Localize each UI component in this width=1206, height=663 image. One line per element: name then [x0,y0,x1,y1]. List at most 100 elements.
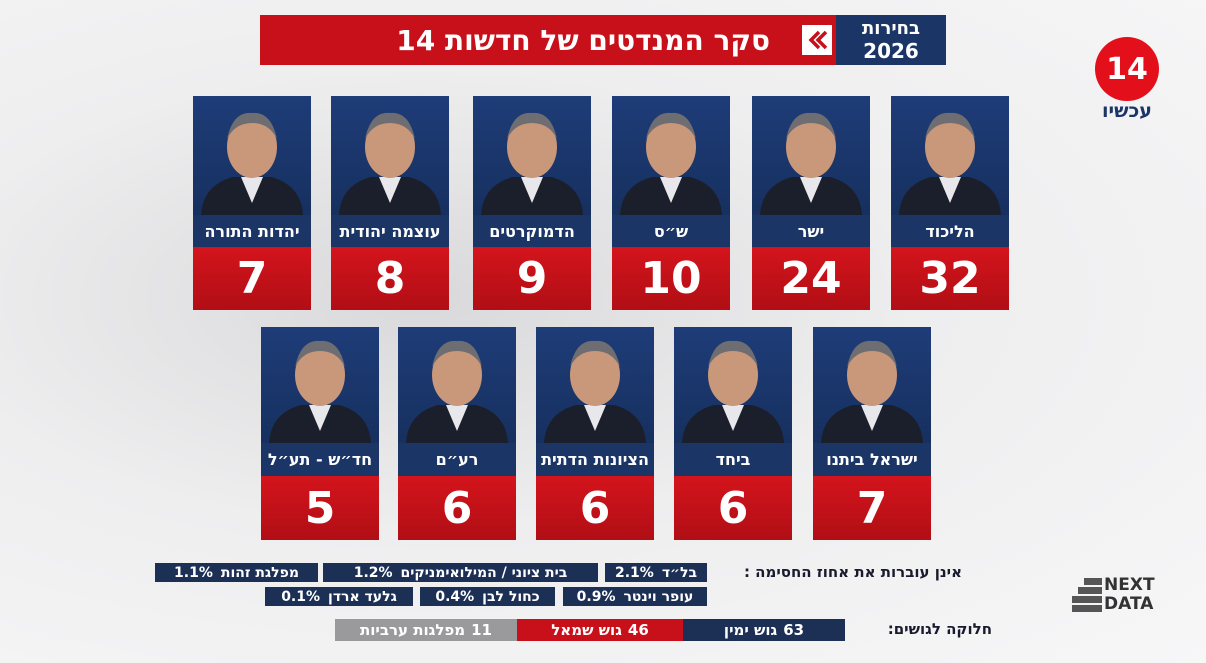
portrait-head [847,344,897,406]
title-arrows [800,15,834,65]
tag-year: 2026 [863,39,919,63]
portrait-head [570,344,620,406]
portrait-hair [432,340,482,367]
party-photo [674,327,792,443]
portrait-collar [379,177,401,203]
party-name: עוצמה יהודית [331,215,449,247]
brand-line: NEXT [1104,575,1155,595]
party-seats: 32 [891,247,1009,310]
portrait [821,340,923,443]
threshold-label: אינן עוברות את אחוז החסימה : [743,563,962,581]
threshold-item: כחול לבן 0.4% [420,587,555,606]
party-name: ישר [752,215,870,247]
portrait [481,112,583,215]
party-card: חד״ש - תע״ל 5 [261,327,379,540]
portrait [544,340,646,443]
threshold-item: מפלגת זהות 1.1% [155,563,318,582]
party-name: הליכוד [891,215,1009,247]
party-card: ש״ס 10 [612,96,730,310]
party-card: ביחד 6 [674,327,792,540]
party-seats: 6 [536,476,654,540]
party-photo [536,327,654,443]
party-seats: 10 [612,247,730,310]
party-photo [331,96,449,215]
tag-line: בחירות [862,18,920,39]
bloc-item: 63 גוש ימין [683,619,845,641]
party-photo [813,327,931,443]
portrait-collar [446,405,468,431]
portrait [406,340,508,443]
party-card: ישראל ביתנו 7 [813,327,931,540]
party-seats: 5 [261,476,379,540]
threshold-name: בית ציוני / המילואימניקים [400,564,568,581]
portrait-hair [570,340,620,367]
party-card: עוצמה יהודית 8 [331,96,449,310]
threshold-item: בית ציוני / המילואימניקים 1.2% [323,563,598,582]
party-name: יהדות התורה [193,215,311,247]
party-seats: 9 [473,247,591,310]
portrait-collar [309,405,331,431]
portrait-head [786,116,836,178]
party-card: הליכוד 32 [891,96,1009,310]
portrait-collar [241,177,263,203]
portrait-collar [861,405,883,431]
threshold-item: בל״ד 2.1% [605,563,707,582]
portrait-hair [786,112,836,139]
portrait [269,340,371,443]
bloc-seats: 46 [627,621,649,639]
portrait-collar [521,177,543,203]
party-name: חד״ש - תע״ל [261,443,379,476]
portrait-head [646,116,696,178]
blocs-label: חלוקה לגושים: [887,620,992,638]
portrait-hair [365,112,415,139]
threshold-item: עופר וינטר 0.9% [563,587,707,606]
threshold-percent: 1.1% [174,564,213,581]
party-seats: 8 [331,247,449,310]
party-photo [612,96,730,215]
portrait-hair [708,340,758,367]
portrait-hair [295,340,345,367]
portrait [620,112,722,215]
brand-bars [1072,578,1102,612]
portrait-hair [925,112,975,139]
logo-text: עכשיו [1102,100,1152,122]
logo-number: 14 [1095,37,1159,101]
brand-text: NEXT DATA [1104,576,1155,614]
threshold-percent: 0.4% [435,588,475,605]
bloc-name: גוש שמאל [551,621,622,639]
party-card: יהדות התורה 7 [193,96,311,310]
party-seats: 7 [813,476,931,540]
arrow-path [808,30,828,50]
party-photo [473,96,591,215]
portrait-head [925,116,975,178]
portrait [760,112,862,215]
arrows-icon [802,25,832,55]
tag-box: בחירות 2026 [836,15,946,65]
threshold-name: עופר וינטר [623,588,694,605]
portrait-collar [660,177,682,203]
party-seats: 6 [674,476,792,540]
brand-bar [1084,578,1102,585]
brand-bar [1078,587,1102,594]
threshold-percent: 1.2% [353,564,393,581]
portrait-hair [847,340,897,367]
party-card: הדמוקרטים 9 [473,96,591,310]
party-seats: 7 [193,247,311,310]
title-bar [260,15,840,65]
threshold-percent: 2.1% [615,564,654,581]
threshold-name: כחול לבן [482,588,540,605]
party-photo [193,96,311,215]
portrait-head [432,344,482,406]
party-name: הציונות הדתית [536,443,654,476]
party-card: רע״ם 6 [398,327,516,540]
party-name: רע״ם [398,443,516,476]
portrait-collar [584,405,606,431]
portrait-head [295,344,345,406]
threshold-name: בל״ד [661,564,698,581]
party-photo [891,96,1009,215]
bloc-item: 46 גוש שמאל [517,619,683,641]
threshold-percent: 0.9% [576,588,616,605]
portrait-collar [722,405,744,431]
threshold-item: גלעד ארדן 0.1% [265,587,413,606]
